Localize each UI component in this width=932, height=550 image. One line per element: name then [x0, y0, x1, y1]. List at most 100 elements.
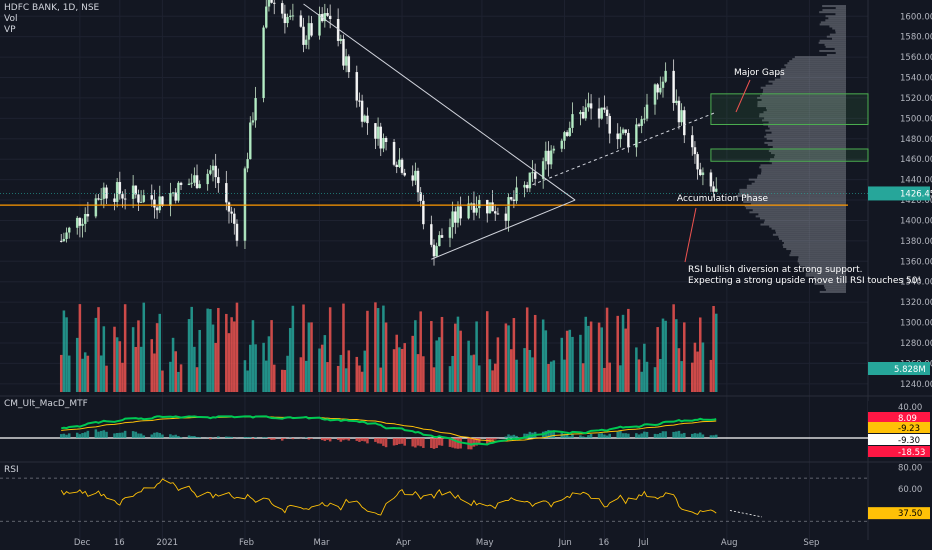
volume-bar [270, 320, 273, 392]
macd-hist-bar [99, 430, 103, 438]
macd-hist-bar [347, 438, 351, 441]
price-tick-label: 1420.00 [900, 196, 932, 206]
candle-body [177, 182, 180, 201]
macd-hist-bar [94, 429, 98, 438]
macd-hist-bar [619, 431, 622, 438]
candle-body [589, 103, 593, 109]
volume-bar [262, 342, 265, 392]
macd-hist-bar [264, 437, 268, 438]
vp-row [750, 203, 846, 206]
volume-bar [589, 321, 593, 392]
vp-row [768, 121, 846, 124]
vp-row [825, 45, 846, 48]
price-tick-label: 1400.00 [900, 216, 932, 226]
candle-body [209, 170, 212, 174]
volume-bar [624, 328, 627, 392]
candle-body [509, 197, 513, 200]
macd-pane [0, 415, 868, 450]
vp-row [759, 115, 846, 118]
vp-row [786, 248, 846, 251]
volume-bar [581, 363, 585, 392]
vp-row [763, 111, 846, 114]
time-tick-label: 2021 [156, 538, 178, 548]
candle-body [187, 183, 191, 186]
volume-bar [344, 368, 348, 392]
candle-body [81, 223, 84, 226]
macd-hist-bar [640, 433, 643, 438]
macd-hist-bar [645, 431, 649, 438]
macd-hist-bar [440, 438, 444, 446]
volume-bar [169, 361, 172, 392]
candle-body [680, 110, 683, 123]
vp-row [806, 268, 846, 271]
candle-body [661, 81, 665, 88]
macd-hist-bar [547, 429, 550, 438]
macd-hist-bar [509, 435, 513, 438]
vp-row [764, 141, 846, 144]
volume-bar [454, 323, 457, 392]
volume-bar [568, 329, 572, 392]
macd-value-label: -9.23 [898, 424, 920, 434]
vp-row [813, 276, 846, 279]
macd-hist-bar [552, 430, 556, 438]
vp-row [762, 119, 846, 122]
volume-bar [214, 342, 217, 392]
volume-bar [195, 367, 199, 392]
volume-bar [392, 349, 396, 392]
macd-hist-bar [637, 434, 641, 438]
volume-bar [150, 339, 154, 392]
gap-arrow [735, 79, 751, 113]
volume-bar [509, 349, 513, 392]
macd-hist-bar [579, 435, 582, 438]
macd-hist-bar [714, 434, 718, 438]
candle-body [193, 175, 196, 183]
candle-body [571, 114, 574, 128]
vp-row [766, 137, 846, 140]
vp-row [783, 246, 846, 249]
candle-body [366, 115, 369, 124]
macd-hist-bar [438, 438, 441, 446]
vp-row [825, 15, 846, 18]
macd-value-tag [868, 434, 930, 445]
macd-hist-bar [414, 438, 417, 448]
volume-bar [403, 343, 406, 392]
vp-row [819, 11, 846, 14]
price-candles [59, 0, 718, 266]
macd-hist-bar [75, 432, 79, 438]
candle-body [627, 132, 630, 148]
candle-body [272, 2, 276, 4]
macd-value-label: 40.00 [898, 403, 922, 413]
volume-bar [507, 325, 510, 392]
macd-hist-bar [435, 438, 438, 448]
macd-hist-bar [123, 430, 127, 438]
macd-hist-bar [451, 438, 454, 448]
macd-hist-bar [323, 438, 327, 441]
macd-hist-bar [635, 433, 638, 438]
vp-row [822, 5, 846, 8]
macd-hist-bar [142, 435, 146, 438]
volume-bar [475, 321, 478, 392]
rsi-value-tag [868, 507, 930, 520]
candle-body [398, 159, 401, 168]
macd-hist-bar [419, 438, 422, 447]
volume-bar [131, 327, 135, 392]
macd-hist-bar [477, 438, 481, 445]
candle-body [496, 213, 500, 215]
volume-bar [243, 360, 247, 392]
macd-hist-bar [360, 438, 364, 441]
candle-body [211, 165, 215, 171]
dashed-neckline [532, 111, 717, 186]
candle-body [302, 26, 305, 45]
candle-body [683, 110, 686, 136]
macd-hist-bar [59, 434, 63, 438]
candle-body [286, 16, 289, 24]
macd-hist-bar [515, 435, 518, 438]
price-tick-label: 1280.00 [900, 339, 932, 349]
volume-bar [209, 309, 212, 392]
vp-row [829, 33, 846, 36]
volume-bar [246, 370, 249, 392]
volume-bar [320, 344, 324, 392]
macd-hist-bar [225, 436, 228, 438]
macd-hist-bar [358, 438, 361, 442]
